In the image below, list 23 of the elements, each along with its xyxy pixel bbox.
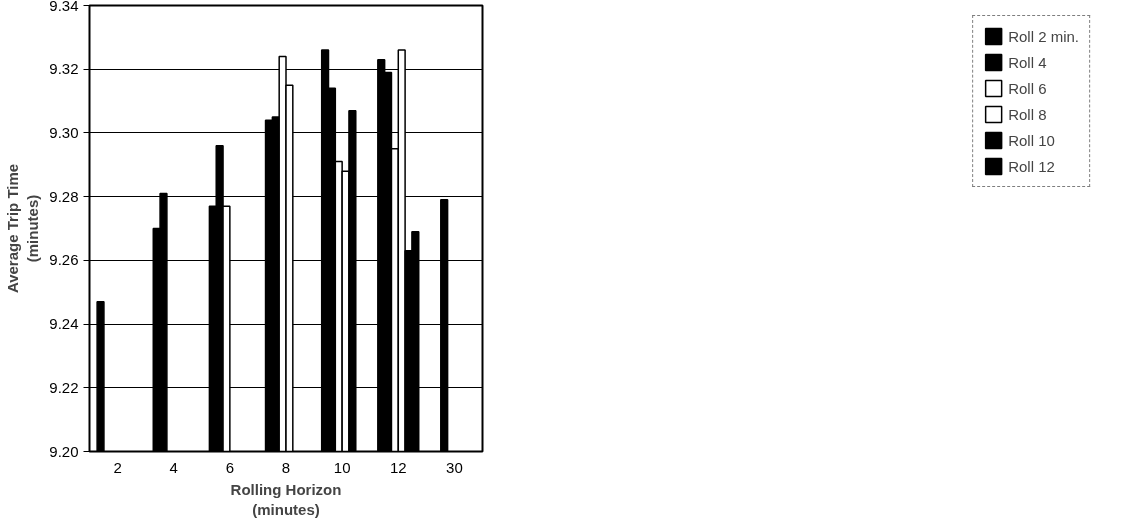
y-tick-label: 9.32: [49, 60, 79, 78]
legend-label: Roll 2 min.: [1008, 27, 1079, 45]
x-axis-title: Rolling Horizon (minutes): [230, 480, 342, 518]
x-tick-label: 8: [281, 458, 291, 476]
x-tick-label: 2: [113, 458, 122, 476]
x-tick-label: 4: [169, 458, 178, 476]
y-tick-label: 9.28: [49, 187, 79, 205]
legend-label: Roll 8: [1008, 105, 1047, 123]
y-tick-label: 9.30: [49, 123, 79, 141]
y-tick-label: 9.26: [49, 251, 79, 269]
x-tick-label: 10: [333, 458, 351, 476]
legend-label: Roll 6: [1008, 79, 1047, 97]
legend-label: Roll 4: [1008, 53, 1047, 71]
x-tick-label: 12: [389, 458, 407, 476]
y-tick-label: 9.20: [49, 442, 79, 460]
y-tick-label: 9.22: [49, 378, 79, 396]
legend-label: Roll 10: [1008, 131, 1055, 149]
x-tick-label: 30: [446, 458, 463, 476]
y-tick-label: 9.34: [49, 0, 79, 14]
x-tick-label: 6: [225, 458, 235, 476]
y-tick-label: 9.24: [49, 315, 79, 333]
y-axis-title: Average Trip Time (minutes): [3, 163, 42, 294]
legend-label: Roll 12: [1008, 157, 1055, 175]
